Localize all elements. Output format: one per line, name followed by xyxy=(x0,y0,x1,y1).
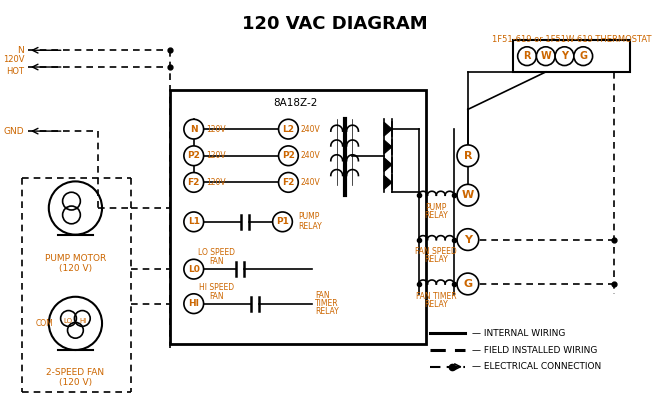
Text: (120 V): (120 V) xyxy=(59,378,92,387)
Text: W: W xyxy=(462,190,474,200)
Text: (120 V): (120 V) xyxy=(59,264,92,273)
Text: HI SPEED: HI SPEED xyxy=(199,283,234,292)
Text: 120V: 120V xyxy=(206,124,226,134)
Text: 8A18Z-2: 8A18Z-2 xyxy=(273,98,318,108)
Text: RELAY: RELAY xyxy=(424,211,448,220)
Circle shape xyxy=(184,212,204,232)
Text: PUMP: PUMP xyxy=(298,212,320,221)
Text: 120V: 120V xyxy=(3,54,24,64)
Text: L0: L0 xyxy=(188,265,200,274)
Text: P1: P1 xyxy=(276,217,289,226)
Text: Y: Y xyxy=(464,235,472,245)
Circle shape xyxy=(457,145,478,167)
Text: 120V: 120V xyxy=(206,178,226,187)
Circle shape xyxy=(279,119,298,139)
Text: PUMP MOTOR: PUMP MOTOR xyxy=(45,254,106,264)
Text: — FIELD INSTALLED WIRING: — FIELD INSTALLED WIRING xyxy=(472,346,597,354)
Text: F2: F2 xyxy=(188,178,200,187)
Polygon shape xyxy=(384,158,392,171)
Text: G: G xyxy=(580,51,587,61)
Text: RELAY: RELAY xyxy=(424,300,448,309)
Circle shape xyxy=(279,173,298,192)
Bar xyxy=(170,90,426,344)
Text: N: N xyxy=(17,46,24,55)
Text: 240V: 240V xyxy=(300,178,320,187)
Text: L1: L1 xyxy=(188,217,200,226)
Circle shape xyxy=(537,47,555,65)
Polygon shape xyxy=(384,176,392,189)
Circle shape xyxy=(457,229,478,251)
Text: RELAY: RELAY xyxy=(298,222,322,231)
Text: RELAY: RELAY xyxy=(315,307,339,316)
Text: 120V: 120V xyxy=(206,151,226,160)
Text: 240V: 240V xyxy=(300,151,320,160)
Text: R: R xyxy=(523,51,531,61)
Text: HI: HI xyxy=(188,299,199,308)
Text: R: R xyxy=(464,151,472,161)
Circle shape xyxy=(457,273,478,295)
Circle shape xyxy=(457,184,478,206)
Text: N: N xyxy=(190,124,198,134)
Text: LO SPEED: LO SPEED xyxy=(198,248,235,257)
Text: GND: GND xyxy=(3,127,24,136)
Text: FAN: FAN xyxy=(209,292,224,301)
Text: — INTERNAL WIRING: — INTERNAL WIRING xyxy=(472,329,565,338)
Text: 2-SPEED FAN: 2-SPEED FAN xyxy=(46,368,105,377)
Polygon shape xyxy=(384,140,392,154)
Text: 1F51-619 or 1F51W-619 THERMOSTAT: 1F51-619 or 1F51W-619 THERMOSTAT xyxy=(492,36,651,44)
Text: FAN SPEED: FAN SPEED xyxy=(415,248,457,256)
Circle shape xyxy=(184,294,204,313)
Circle shape xyxy=(184,119,204,139)
Bar xyxy=(513,40,630,72)
Text: HOT: HOT xyxy=(6,67,24,76)
Circle shape xyxy=(273,212,292,232)
Text: COM: COM xyxy=(36,319,54,328)
Text: FAN: FAN xyxy=(209,257,224,266)
Circle shape xyxy=(184,259,204,279)
Circle shape xyxy=(518,47,537,65)
Circle shape xyxy=(184,173,204,192)
Circle shape xyxy=(184,146,204,166)
Text: Y: Y xyxy=(561,51,568,61)
Text: HI: HI xyxy=(80,318,87,324)
Text: TIMER: TIMER xyxy=(315,299,338,308)
Circle shape xyxy=(574,47,592,65)
Text: W: W xyxy=(541,51,551,61)
Circle shape xyxy=(279,146,298,166)
Text: FAN TIMER: FAN TIMER xyxy=(416,292,457,301)
Text: RELAY: RELAY xyxy=(424,255,448,264)
Polygon shape xyxy=(384,122,392,136)
Text: L2: L2 xyxy=(283,124,294,134)
Text: PUMP: PUMP xyxy=(425,203,447,212)
Text: P2: P2 xyxy=(282,151,295,160)
Text: P2: P2 xyxy=(188,151,200,160)
Text: 240V: 240V xyxy=(300,124,320,134)
Text: LO: LO xyxy=(63,318,72,324)
Text: 120 VAC DIAGRAM: 120 VAC DIAGRAM xyxy=(242,15,427,33)
Text: G: G xyxy=(463,279,472,289)
Text: — ELECTRICAL CONNECTION: — ELECTRICAL CONNECTION xyxy=(472,362,601,371)
Circle shape xyxy=(555,47,574,65)
Text: FAN: FAN xyxy=(315,291,330,300)
Text: F2: F2 xyxy=(282,178,295,187)
